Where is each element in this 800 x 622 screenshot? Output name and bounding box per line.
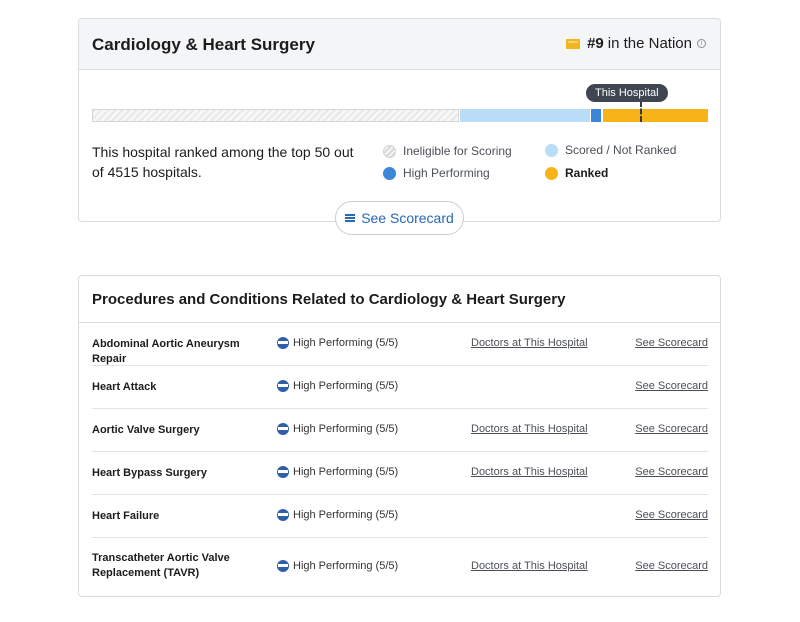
hospital-marker-label: This Hospital bbox=[586, 84, 668, 102]
hospital-marker-line bbox=[640, 101, 642, 122]
info-icon[interactable]: i bbox=[697, 39, 706, 48]
legend-high-performing-label: High Performing bbox=[403, 166, 490, 180]
see-scorecard-link[interactable]: See Scorecard bbox=[635, 509, 708, 521]
table-row: Heart Attack High Performing (5/5) See S… bbox=[92, 366, 708, 409]
table-row: Transcatheter Aortic Valve Replacement (… bbox=[92, 538, 708, 596]
doctors-link[interactable]: Doctors at This Hospital bbox=[471, 466, 588, 478]
rating-label: High Performing (5/5) bbox=[293, 380, 399, 392]
procedure-name: Transcatheter Aortic Valve Replacement (… bbox=[92, 552, 230, 579]
see-scorecard-link[interactable]: See Scorecard bbox=[635, 466, 708, 478]
ineligible-swatch-icon bbox=[383, 144, 396, 158]
rating: High Performing (5/5) bbox=[277, 423, 398, 435]
see-scorecard-link[interactable]: See Scorecard bbox=[635, 380, 708, 392]
table-row: Heart Failure High Performing (5/5) See … bbox=[92, 495, 708, 538]
ranking-summary: This hospital ranked among the top 50 ou… bbox=[92, 144, 354, 180]
rating: High Performing (5/5) bbox=[277, 466, 398, 478]
rating: High Performing (5/5) bbox=[277, 560, 398, 572]
doctors-link[interactable]: Doctors at This Hospital bbox=[471, 423, 588, 435]
ranking-bar: This Hospital bbox=[92, 84, 708, 122]
procedure-name: Heart Attack bbox=[92, 381, 157, 393]
rating-label: High Performing (5/5) bbox=[293, 337, 399, 349]
legend-ineligible: Ineligible for Scoring bbox=[383, 144, 512, 158]
legend-ineligible-label: Ineligible for Scoring bbox=[403, 144, 512, 158]
procedures-card: Procedures and Conditions Related to Car… bbox=[78, 275, 721, 597]
scored-swatch-icon bbox=[545, 143, 558, 157]
list-icon bbox=[345, 214, 356, 222]
rank-suffix: in the Nation bbox=[607, 35, 692, 52]
rating-label: High Performing (5/5) bbox=[293, 560, 399, 572]
high-performing-badge-icon bbox=[277, 337, 289, 349]
ineligible-segment bbox=[92, 109, 459, 122]
procedures-title: Procedures and Conditions Related to Car… bbox=[92, 291, 566, 308]
scored-segment bbox=[459, 109, 590, 122]
see-scorecard-link[interactable]: See Scorecard bbox=[635, 423, 708, 435]
ranked-segment bbox=[602, 109, 708, 122]
see-scorecard-label: See Scorecard bbox=[361, 210, 454, 226]
doctors-link[interactable]: Doctors at This Hospital bbox=[471, 560, 588, 572]
procedure-name: Abdominal Aortic Aneurysm Repair bbox=[92, 338, 240, 365]
legend-ranked-label: Ranked bbox=[565, 166, 609, 180]
high-performing-badge-icon bbox=[277, 560, 289, 572]
legend-ranked: Ranked bbox=[545, 166, 608, 180]
high-performing-badge-icon bbox=[277, 466, 289, 478]
procedure-name: Aortic Valve Surgery bbox=[92, 424, 200, 436]
specialty-ranking-card: Cardiology & Heart Surgery #9 in the Nat… bbox=[78, 18, 721, 235]
ranked-swatch-icon bbox=[545, 166, 558, 180]
table-row: Heart Bypass Surgery High Performing (5/… bbox=[92, 452, 708, 495]
doctors-link[interactable]: Doctors at This Hospital bbox=[471, 337, 588, 349]
high-performing-badge-icon bbox=[277, 509, 289, 521]
rating: High Performing (5/5) bbox=[277, 509, 398, 521]
table-row: Abdominal Aortic Aneurysm Repair High Pe… bbox=[92, 324, 708, 366]
rank-number: #9 bbox=[587, 35, 604, 52]
specialty-header: Cardiology & Heart Surgery #9 in the Nat… bbox=[79, 19, 720, 70]
high-performing-swatch-icon bbox=[383, 166, 396, 180]
see-scorecard-link[interactable]: See Scorecard bbox=[635, 560, 708, 572]
legend-high-performing: High Performing bbox=[383, 166, 490, 180]
high-performing-badge-icon bbox=[277, 423, 289, 435]
see-scorecard-button[interactable]: See Scorecard bbox=[335, 201, 464, 235]
rating-label: High Performing (5/5) bbox=[293, 509, 399, 521]
see-scorecard-link[interactable]: See Scorecard bbox=[635, 337, 708, 349]
rating: High Performing (5/5) bbox=[277, 337, 398, 349]
rating: High Performing (5/5) bbox=[277, 380, 398, 392]
ribbon-icon bbox=[566, 38, 581, 49]
legend-scored: Scored / Not Ranked bbox=[545, 143, 676, 157]
procedures-header: Procedures and Conditions Related to Car… bbox=[79, 276, 720, 323]
table-row: Aortic Valve Surgery High Performing (5/… bbox=[92, 409, 708, 452]
national-rank: #9 in the Nation i bbox=[566, 35, 706, 52]
high-performing-badge-icon bbox=[277, 380, 289, 392]
legend-scored-label: Scored / Not Ranked bbox=[565, 143, 677, 157]
rating-label: High Performing (5/5) bbox=[293, 466, 399, 478]
procedure-name: Heart Bypass Surgery bbox=[92, 467, 207, 479]
high-performing-segment bbox=[590, 109, 601, 122]
procedure-name: Heart Failure bbox=[92, 510, 160, 522]
rating-label: High Performing (5/5) bbox=[293, 423, 399, 435]
specialty-title: Cardiology & Heart Surgery bbox=[92, 35, 315, 54]
